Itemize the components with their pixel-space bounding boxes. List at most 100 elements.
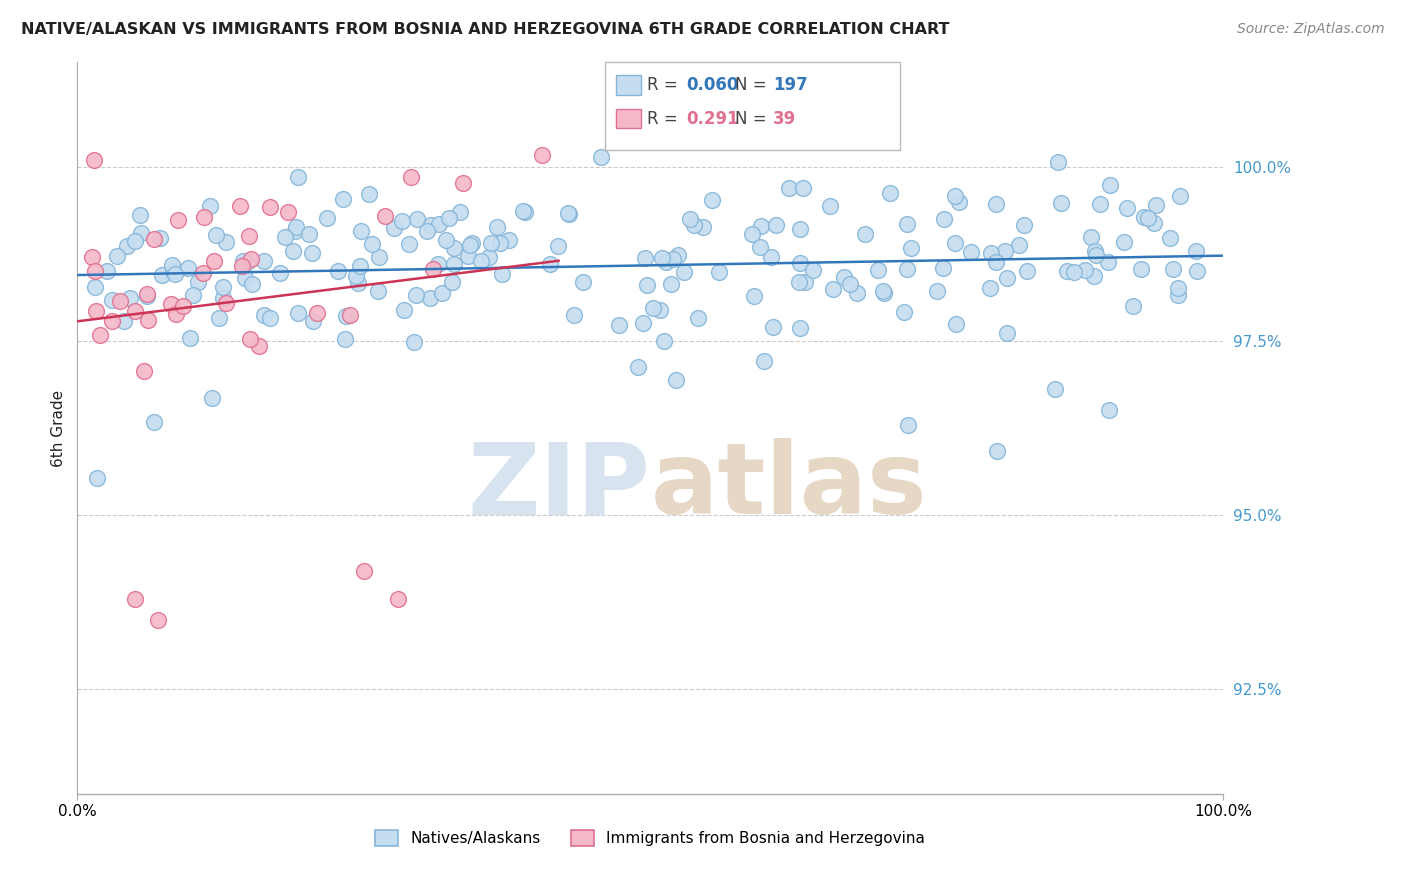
Point: [80, 251, 103, 265]
Point: [301, 246, 323, 260]
Point: [136, 313, 159, 327]
Point: [979, 280, 1001, 294]
Point: [787, 275, 810, 289]
Point: [762, 320, 785, 334]
Point: [398, 237, 420, 252]
Point: [110, 294, 132, 309]
Point: [215, 235, 238, 249]
Point: [443, 257, 465, 271]
Point: [893, 304, 915, 318]
Point: [368, 250, 391, 264]
Point: [427, 257, 450, 271]
Point: [419, 291, 441, 305]
Point: [117, 239, 139, 253]
Point: [995, 271, 1018, 285]
Point: [399, 169, 422, 184]
Point: [443, 241, 465, 255]
Point: [124, 304, 146, 318]
Point: [1074, 263, 1097, 277]
Point: [943, 188, 966, 202]
Point: [339, 308, 361, 322]
Point: [461, 235, 484, 250]
Point: [1012, 218, 1035, 232]
Point: [165, 307, 187, 321]
Point: [1161, 261, 1184, 276]
Point: [896, 262, 918, 277]
Point: [932, 261, 955, 276]
Point: [335, 309, 357, 323]
Point: [589, 150, 612, 164]
Point: [239, 252, 262, 267]
Point: [427, 217, 450, 231]
Point: [179, 331, 201, 345]
Point: [789, 221, 811, 235]
Point: [160, 258, 183, 272]
Point: [284, 224, 307, 238]
Point: [212, 280, 235, 294]
Point: [1129, 261, 1152, 276]
Point: [558, 207, 581, 221]
Point: [986, 197, 1008, 211]
Point: [651, 251, 673, 265]
Point: [672, 265, 695, 279]
Point: [353, 564, 375, 578]
Point: [281, 244, 304, 259]
Point: [333, 332, 356, 346]
Point: [752, 354, 775, 368]
Point: [1133, 211, 1156, 225]
Point: [846, 285, 869, 300]
Point: [232, 253, 254, 268]
Point: [838, 277, 860, 292]
Point: [486, 220, 509, 235]
Point: [531, 148, 554, 162]
Point: [344, 268, 367, 283]
Point: [84, 304, 107, 318]
Point: [692, 219, 714, 234]
Point: [229, 199, 252, 213]
Point: [394, 302, 416, 317]
Point: [707, 265, 730, 279]
Point: [162, 264, 184, 278]
Point: [382, 220, 405, 235]
Point: [328, 264, 350, 278]
Point: [124, 591, 146, 606]
Point: [253, 254, 276, 268]
Point: [1083, 268, 1105, 283]
Point: [896, 217, 918, 231]
Point: [437, 211, 460, 226]
Point: [332, 192, 354, 206]
Point: [655, 255, 678, 269]
Point: [419, 218, 441, 232]
Point: [1085, 248, 1108, 262]
Y-axis label: 6th Grade: 6th Grade: [51, 390, 66, 467]
Point: [943, 236, 966, 251]
Text: 0.291: 0.291: [686, 110, 738, 128]
Point: [238, 228, 260, 243]
Point: [636, 278, 658, 293]
Point: [1122, 299, 1144, 313]
Point: [1185, 264, 1208, 278]
Point: [1056, 264, 1078, 278]
Text: 39: 39: [773, 110, 797, 128]
Point: [643, 301, 665, 315]
Point: [231, 259, 253, 273]
Point: [515, 205, 537, 219]
Point: [832, 270, 855, 285]
Point: [1088, 197, 1111, 211]
Point: [932, 212, 955, 227]
Point: [683, 219, 706, 233]
Point: [134, 363, 156, 377]
Point: [193, 210, 215, 224]
Point: [792, 180, 814, 194]
Point: [269, 266, 291, 280]
Point: [818, 198, 841, 212]
Point: [1112, 235, 1135, 250]
Point: [349, 224, 371, 238]
Point: [349, 260, 371, 274]
Point: [177, 261, 200, 276]
Point: [1097, 254, 1119, 268]
Point: [648, 302, 671, 317]
Point: [1167, 281, 1189, 295]
Point: [868, 263, 890, 277]
Point: [360, 236, 382, 251]
